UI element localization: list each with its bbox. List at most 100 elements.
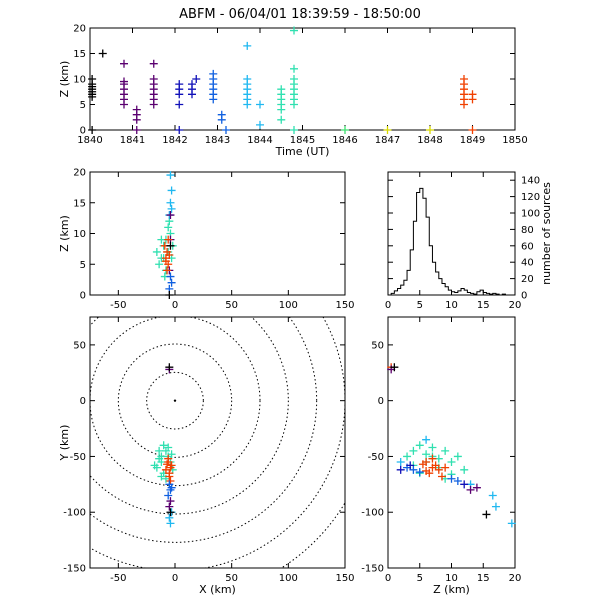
source-point-orange [163, 266, 172, 275]
source-point-yellow [426, 126, 434, 134]
source-point-darkblue [175, 100, 184, 109]
source-point-darkblue [396, 465, 405, 474]
source-point-cyan [396, 458, 405, 467]
x-tick-label: 1848 [417, 135, 442, 146]
x-tick-label: 1849 [460, 135, 485, 146]
source-point-teal [441, 446, 450, 455]
source-point-black [166, 241, 175, 250]
y-tick-label: 10 [73, 75, 86, 86]
y-tick-label: 15 [73, 198, 86, 209]
source-point-cyan [488, 491, 497, 500]
x-tick-label: 0 [385, 573, 391, 584]
source-point-cyan [165, 513, 174, 522]
source-point-yellow [383, 126, 392, 134]
source-point-teal [150, 461, 159, 470]
source-point-teal [409, 446, 418, 455]
source-point-teal [422, 450, 431, 459]
source-point-purple [149, 75, 158, 83]
source-point-blue [415, 468, 424, 477]
z-y-panel: 0 5 10 15 20 -150 -100 -50 0 50 Z (km) [361, 316, 522, 596]
source-point-teal [415, 441, 424, 450]
source-point-cyan [166, 519, 175, 528]
x-tick-label: 20 [509, 573, 522, 584]
y-tick-label: -50 [368, 452, 384, 463]
source-point-cyan [167, 186, 176, 195]
y-tick-label: 80 [521, 225, 534, 236]
source-point-orange [161, 257, 170, 266]
source-point-teal [152, 247, 161, 256]
source-point-orange [167, 461, 176, 470]
source-point-orange [161, 465, 170, 474]
source-point-green [341, 126, 349, 134]
source-point-cyan [422, 435, 431, 444]
source-point-orange [437, 472, 446, 481]
x-tick-label: 50 [225, 573, 238, 584]
y-tick-label: 0 [80, 396, 86, 407]
source-point-black [88, 75, 97, 83]
source-point-teal [447, 458, 456, 467]
source-point-orange [164, 454, 173, 463]
source-point-teal [290, 64, 298, 73]
axis-frame [89, 316, 346, 569]
source-point-cyan [166, 198, 175, 207]
source-point-teal [159, 441, 168, 450]
source-point-blue [166, 272, 175, 281]
x-tick-label: -50 [110, 300, 126, 311]
source-point-teal [164, 443, 173, 452]
source-point-purple [166, 211, 175, 220]
source-point-purple [120, 77, 128, 86]
y-tick-label: -50 [70, 452, 86, 463]
source-point-darkblue [175, 80, 184, 89]
x-tick-label: 1844 [247, 135, 272, 146]
source-point-orange [166, 476, 175, 485]
source-point-black [165, 363, 174, 372]
source-point-cyan [491, 502, 500, 511]
x-tick-label: 100 [279, 300, 298, 311]
x-tick-label: 150 [335, 573, 354, 584]
source-point-teal [164, 223, 173, 232]
source-point-blue [167, 278, 176, 287]
source-point-orange [164, 235, 173, 244]
source-point-teal [290, 75, 298, 83]
source-point-orange [428, 454, 437, 463]
source-point-teal [403, 452, 412, 461]
y-tick-label: -100 [361, 508, 384, 519]
x-tick-label: 1841 [120, 135, 145, 146]
source-point-blue [409, 465, 418, 474]
x-tick-label: 1842 [162, 135, 187, 146]
source-point-purple [149, 59, 158, 68]
source-point-black [390, 363, 399, 372]
source-point-cyan [243, 75, 252, 83]
source-point-teal [277, 115, 286, 124]
x-tick-label: 5 [417, 300, 423, 311]
source-point-teal [157, 472, 166, 481]
source-point-teal [155, 260, 164, 269]
radar-center [173, 399, 177, 402]
x-tick-label: 150 [335, 300, 354, 311]
y-tick-label: 40 [521, 258, 534, 269]
source-point-cyan [507, 519, 516, 528]
source-point-orange [441, 463, 450, 472]
y-tick-label: 20 [521, 274, 534, 285]
source-point-blue [209, 69, 218, 78]
y-axis-label: number of sources [540, 182, 553, 285]
y-tick-label: 140 [521, 176, 540, 187]
source-point-purple [472, 483, 481, 492]
x-axis-label: Time (UT) [275, 145, 330, 158]
x-tick-label: 20 [509, 300, 522, 311]
source-point-darkblue [192, 75, 201, 83]
source-point-black [165, 291, 174, 299]
source-point-black [482, 510, 491, 519]
source-point-teal [460, 465, 469, 474]
source-point-orange [163, 460, 172, 469]
figure-title: ABFM - 06/04/01 18:39:59 - 18:50:00 [179, 7, 421, 22]
range-ring [90, 317, 318, 543]
source-point-blue [164, 491, 173, 500]
y-tick-label: 10 [73, 229, 86, 240]
source-point-blue [167, 483, 176, 492]
source-point-orange [165, 251, 174, 260]
source-point-cyan [167, 204, 176, 213]
source-point-teal [155, 454, 164, 463]
y-tick-label: -150 [361, 564, 384, 575]
